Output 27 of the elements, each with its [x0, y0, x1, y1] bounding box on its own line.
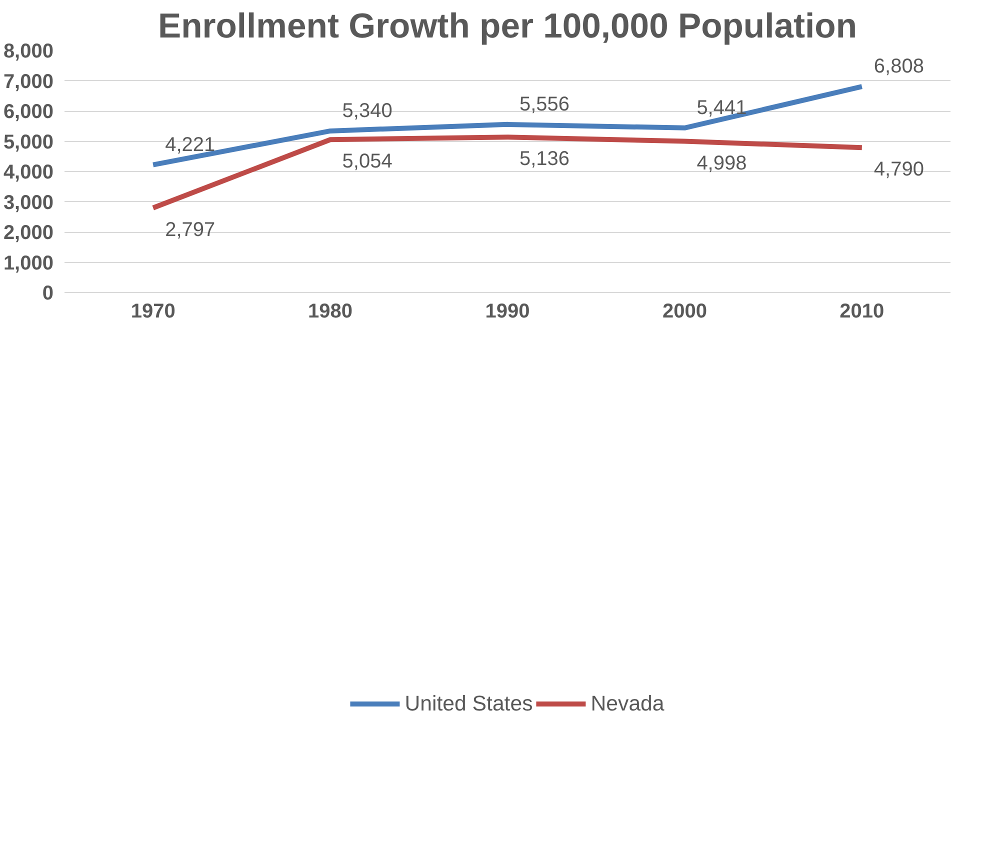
- y-tick-label: 2,000: [3, 222, 54, 244]
- data-label: 4,790: [874, 158, 924, 181]
- x-tick-label: 1980: [308, 300, 353, 322]
- data-label: 6,808: [874, 56, 924, 78]
- chart-title: Enrollment Growth per 100,000 Population: [158, 8, 858, 46]
- data-label: 4,998: [696, 152, 747, 174]
- y-tick-label: 0: [42, 282, 54, 304]
- y-tick-label: 8,000: [3, 40, 54, 62]
- y-tick-label: 3,000: [3, 192, 54, 214]
- data-label: 5,054: [342, 150, 392, 173]
- legend-label: Nevada: [590, 691, 664, 716]
- data-label: 2,797: [165, 218, 216, 241]
- y-tick-label: 1,000: [3, 252, 54, 274]
- data-label: 5,441: [696, 96, 747, 119]
- y-tick-label: 5,000: [3, 131, 54, 154]
- data-label: 5,556: [520, 93, 570, 116]
- x-tick-label: 2010: [840, 300, 884, 322]
- y-tick-label: 6,000: [3, 101, 54, 123]
- data-label: 5,340: [342, 100, 392, 122]
- x-tick-label: 1990: [485, 300, 530, 322]
- legend-label: United States: [404, 691, 533, 716]
- data-label: 4,221: [165, 134, 216, 156]
- data-label: 5,136: [520, 148, 570, 170]
- x-tick-label: 1970: [130, 300, 176, 322]
- y-tick-label: 7,000: [3, 70, 54, 93]
- x-tick-label: 2000: [662, 300, 707, 322]
- y-tick-label: 4,000: [3, 162, 54, 184]
